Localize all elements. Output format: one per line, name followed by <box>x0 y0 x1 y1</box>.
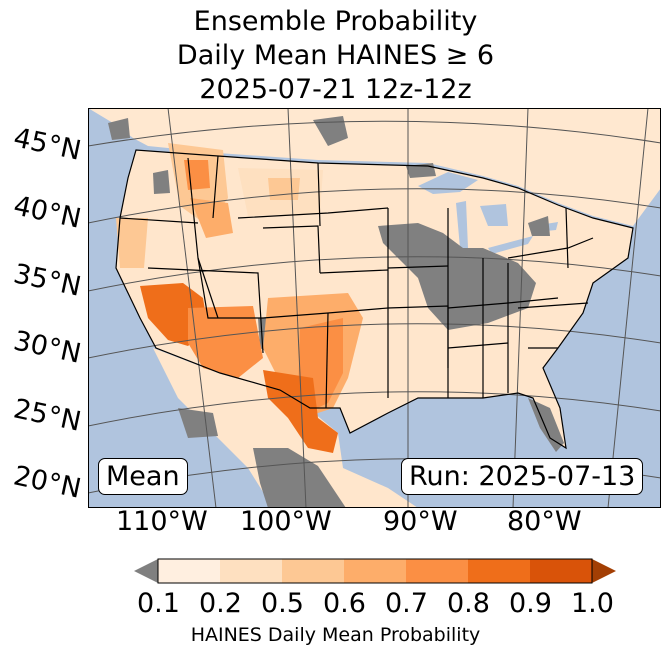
colorbar-under-arrow <box>134 559 158 583</box>
map-frame <box>88 108 661 508</box>
colorbar-label: HAINES Daily Mean Probability <box>190 624 481 646</box>
colorbar-tick-7: 1.0 <box>571 588 614 619</box>
lake-huron <box>480 204 508 226</box>
lake-erie <box>488 236 533 254</box>
canada-land <box>88 108 661 226</box>
colorbar-tick-5: 0.8 <box>447 588 490 619</box>
colorbar-tick-2: 0.5 <box>261 588 304 619</box>
colorbar-tick-0: 0.1 <box>137 588 180 619</box>
colorbar-tick-4: 0.7 <box>385 588 428 619</box>
probability-map <box>88 108 661 508</box>
colorbar-bin-1 <box>220 559 283 583</box>
colorbar-bin-0 <box>158 559 221 583</box>
colorbar <box>134 558 616 584</box>
run-label: Run: 2025-07-13 <box>401 458 644 495</box>
lon-label-110: 110°W <box>116 506 208 537</box>
lat-label-35: 35°N <box>10 258 84 303</box>
lon-label-100: 100°W <box>240 506 332 537</box>
lake-michigan <box>456 201 468 248</box>
mean-label: Mean <box>98 458 188 495</box>
colorbar-tick-1: 0.2 <box>199 588 242 619</box>
lat-label-30: 30°N <box>10 325 84 370</box>
latitude-lines <box>88 120 661 494</box>
orange-regions <box>116 143 363 453</box>
title-line-2: Daily Mean HAINES ≥ 6 <box>176 40 495 71</box>
lon-label-90: 90°W <box>383 506 458 537</box>
colorbar-bin-4 <box>406 559 469 583</box>
lat-label-40: 40°N <box>10 190 84 235</box>
colorbar-bins <box>158 559 593 583</box>
colorbar-bin-3 <box>344 559 407 583</box>
colorbar-tick-6: 0.9 <box>509 588 552 619</box>
title-line-1: Ensemble Probability <box>193 6 478 37</box>
colorbar-bin-5 <box>468 559 531 583</box>
colorbar-bin-6 <box>530 559 593 583</box>
colorbar-tick-3: 0.6 <box>323 588 366 619</box>
colorbar-over-arrow <box>592 559 616 583</box>
state-borders <box>115 149 634 450</box>
lat-label-45: 45°N <box>10 122 84 167</box>
mexico-land <box>153 348 418 508</box>
lat-label-25: 25°N <box>10 393 84 438</box>
lat-label-20: 20°N <box>10 460 84 505</box>
title-line-3: 2025-07-21 12z-12z <box>199 74 472 105</box>
lon-label-80: 80°W <box>507 506 582 537</box>
colorbar-frame <box>157 558 593 584</box>
colorbar-bin-2 <box>282 559 345 583</box>
